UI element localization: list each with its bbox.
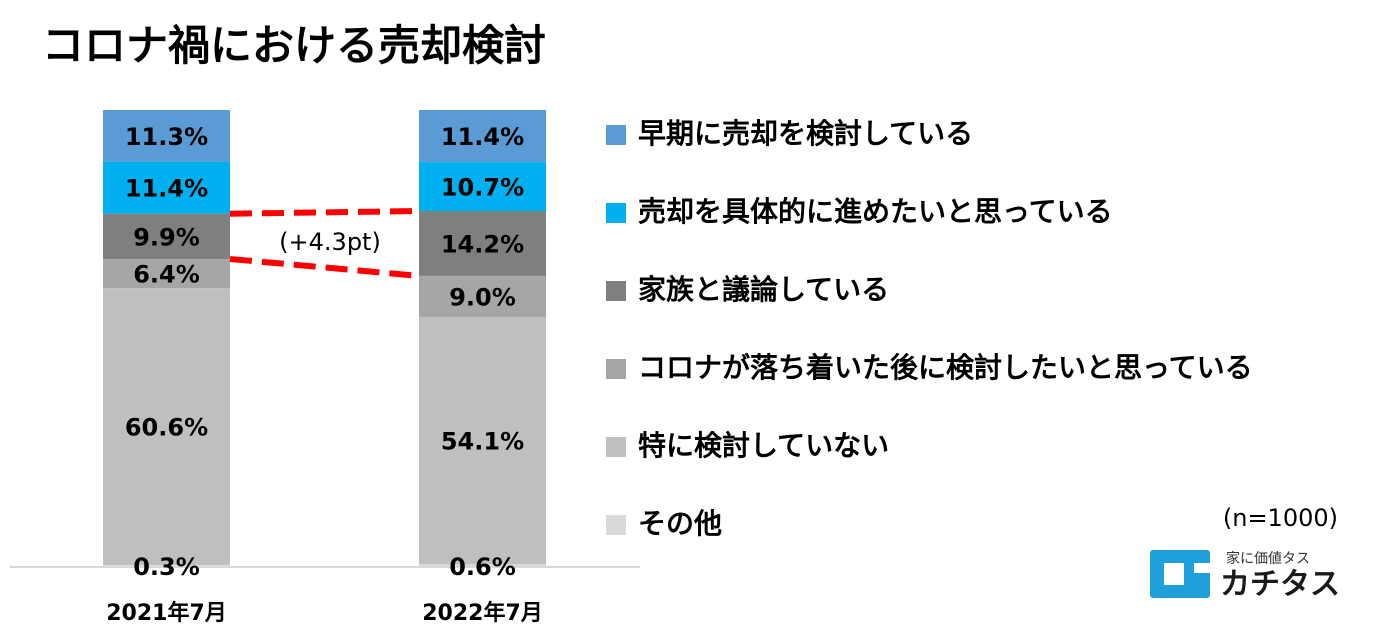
bar-segment-1-6 — [103, 565, 230, 567]
data-label-1-3: 9.9% — [133, 223, 200, 251]
bar-segment-1-2 — [103, 161, 230, 214]
connector-top-dashed — [229, 207, 420, 217]
category-label-1: 2021年7月 — [106, 600, 227, 626]
bar-segment-2-6 — [419, 564, 546, 567]
legend-label-4: コロナが落ち着いた後に検討したいと思っている — [638, 351, 1253, 384]
legend-swatch-5 — [606, 437, 626, 457]
data-label-2-3: 14.2% — [441, 230, 524, 258]
bar-segment-2-2 — [419, 162, 546, 211]
sample-size-note: (n=1000) — [1223, 504, 1338, 532]
logo-name: カチタス — [1220, 567, 1340, 602]
legend-label-1: 早期に売却を検討している — [638, 117, 973, 150]
data-label-2-2: 10.7% — [441, 174, 524, 202]
legend-swatch-4 — [606, 359, 626, 379]
bar-segment-2-1 — [419, 110, 546, 163]
bars-layer — [103, 110, 546, 567]
legend-label-5: 特に検討していない — [638, 429, 889, 462]
category-label-2: 2022年7月 — [422, 600, 543, 626]
legend-label-2: 売却を具体的に進めたいと思っている — [638, 195, 1113, 228]
legend-swatch-1 — [606, 125, 626, 145]
bar-segment-1-4 — [103, 258, 230, 289]
data-label-1-1: 11.3% — [125, 123, 208, 151]
data-label-1-6: 0.3% — [133, 553, 200, 581]
bar-segment-1-3 — [103, 213, 230, 259]
chart-title: コロナ禍における売却検討 — [42, 21, 546, 70]
data-label-2-1: 11.4% — [441, 123, 524, 151]
connector-bottom-dashed — [229, 255, 420, 279]
bar-segment-1-5 — [103, 288, 230, 566]
bar-segment-2-5 — [419, 317, 546, 565]
change-annotation: (+4.3pt) — [279, 228, 381, 256]
data-label-1-5: 60.6% — [125, 414, 208, 442]
logo-mark-notch — [1194, 563, 1210, 573]
legend-swatch-2 — [606, 203, 626, 223]
legend-label-6: その他 — [638, 507, 722, 540]
kachitasu-logo: 家に価値タス カチタス — [1150, 550, 1340, 602]
bar-segment-1-1 — [103, 110, 230, 162]
data-label-1-4: 6.4% — [133, 261, 200, 289]
data-label-2-4: 9.0% — [449, 283, 516, 311]
data-label-2-6: 0.6% — [449, 553, 516, 581]
legend-swatch-3 — [606, 281, 626, 301]
data-label-1-2: 11.4% — [125, 175, 208, 203]
logo-mark-window — [1164, 563, 1184, 585]
legend-label-3: 家族と議論している — [638, 273, 889, 306]
data-label-2-5: 54.1% — [441, 428, 524, 456]
bar-segment-2-3 — [419, 210, 546, 276]
bar-segment-2-4 — [419, 275, 546, 318]
labels-layer: 11.3% 11.4% 9.9% 6.4% 60.6% 0.3% 2021年7月 11.4% 1… — [106, 123, 543, 626]
logo-tagline: 家に価値タス — [1226, 550, 1310, 567]
legend-swatch-6 — [606, 515, 626, 535]
legend: 早期に売却を検討している売却を具体的に進めたいと思っている家族と議論しているコロ… — [606, 117, 1253, 540]
